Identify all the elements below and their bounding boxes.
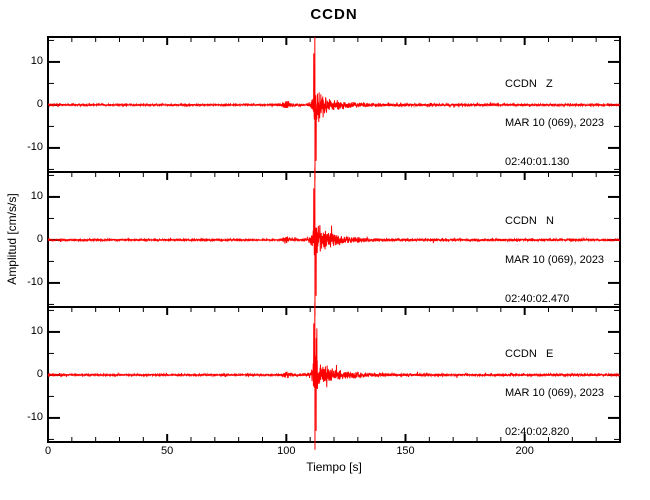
panel-annotation-z: CCDN Z MAR 10 (069), 2023 02:40:01.130: [505, 52, 604, 195]
y-tick-label: 0: [36, 232, 43, 245]
y-tick-label: -10: [27, 410, 43, 423]
annotation-station-channel: CCDN Z: [505, 78, 553, 90]
y-tick-label: 0: [36, 97, 43, 110]
plot-title: CCDN: [310, 6, 358, 23]
x-tick-label: 50: [161, 445, 174, 457]
x-tick-label: 200: [515, 445, 534, 457]
x-tick-label: 100: [277, 445, 296, 457]
y-tick-label: 0: [36, 367, 43, 380]
y-tick-label: 10: [30, 189, 43, 202]
x-tick-label: 0: [44, 445, 52, 457]
y-tick-label: 10: [30, 324, 43, 337]
y-tick-label: 10: [30, 54, 43, 67]
annotation-time: 02:40:01.130: [505, 156, 570, 168]
x-tick-label: 150: [396, 445, 415, 457]
annotation-station-channel: CCDN E: [505, 348, 554, 360]
panel-annotation-e: CCDN E MAR 10 (069), 2023 02:40:02.820: [505, 322, 604, 465]
y-tick-label: -10: [27, 275, 43, 288]
panel-annotation-n: CCDN N MAR 10 (069), 2023 02:40:02.470: [505, 189, 604, 332]
y-tick-label: -10: [27, 140, 43, 153]
annotation-date: MAR 10 (069), 2023: [505, 254, 605, 266]
annotation-station-channel: CCDN N: [505, 215, 554, 227]
annotation-time: 02:40:02.470: [505, 293, 570, 305]
annotation-time: 02:40:02.820: [505, 426, 570, 438]
annotation-date: MAR 10 (069), 2023: [505, 117, 605, 129]
x-axis-label: Tiempo [s]: [306, 460, 362, 474]
annotation-date: MAR 10 (069), 2023: [505, 387, 605, 399]
